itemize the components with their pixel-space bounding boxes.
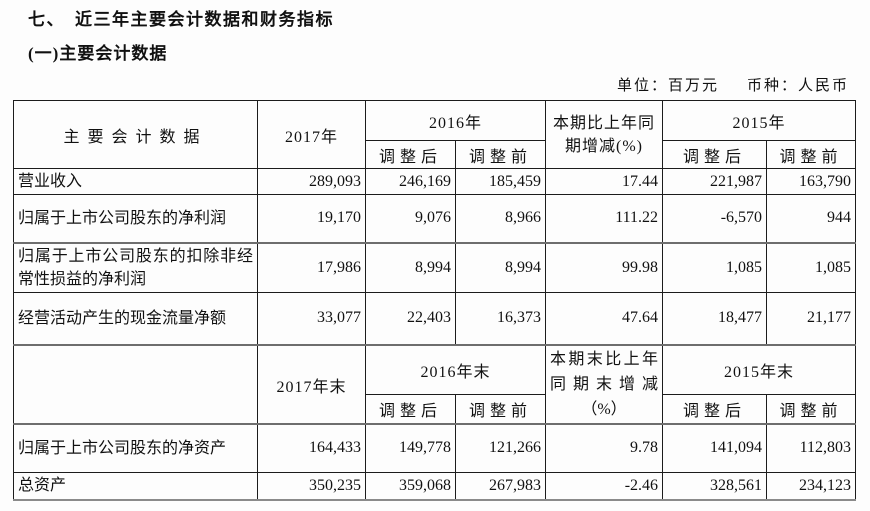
header-2016-end: 2016年末 (364, 344, 547, 395)
header2-empty-cell (13, 344, 258, 425)
cell-value: 16,373 (454, 291, 547, 346)
table-subheader-row-end: 调整后 调整前 调整后 调整前 (14, 393, 857, 425)
section-title: 七、 近三年主要会计数据和财务指标 (28, 10, 334, 29)
table-row: 总资产 350,235 359,068 267,983 -2.46 328,56… (13, 471, 857, 501)
table-row: 归属于上市公司股东的净利润 19,170 9,076 8,966 111.22 … (13, 194, 857, 243)
unit-label: 单位：百万元 (616, 78, 719, 94)
cell-value: 17,986 (257, 241, 366, 293)
currency-label: 币种：人民币 (746, 78, 849, 94)
cell-value: 19,170 (257, 194, 366, 243)
cell-value: 163,790 (766, 168, 857, 195)
subheader-2015-before: 调整前 (766, 140, 857, 169)
cell-value: 289,093 (257, 168, 366, 195)
header-2015-end: 2015年末 (662, 344, 857, 395)
row-label: 经营活动产生的现金流量净额 (13, 291, 258, 346)
cell-value: 111.22 (545, 194, 664, 243)
subheader-2016-after: 调整后 (365, 140, 456, 169)
header-main-label: 主要会计数据 (13, 100, 258, 169)
cell-value: 33,077 (257, 291, 366, 346)
cell-value: 99.98 (545, 241, 664, 293)
cell-value: 47.64 (545, 291, 664, 346)
subheader-2015-after: 调整后 (662, 140, 768, 169)
row-label: 归属于上市公司股东的净利润 (13, 194, 258, 243)
cell-value: 185,459 (454, 168, 547, 195)
cell-value: 18,477 (662, 291, 768, 346)
table-row: 归属于上市公司股东的扣除非经常性损益的净利润 17,986 8,994 8,99… (13, 241, 857, 293)
row-label: 总资产 (13, 471, 258, 501)
cell-value: 350,235 (257, 471, 366, 501)
cell-value: -6,570 (662, 194, 768, 243)
header-2017-end: 2017年末 (257, 344, 366, 425)
header-2015: 2015年 (662, 100, 857, 141)
table-header-row: 主要会计数据 2017年 2016年 本期比上年同期增减(%) 2015年 (13, 100, 857, 169)
cell-value: 22,403 (365, 291, 456, 346)
cell-value: 21,177 (766, 291, 857, 346)
cell-value: 234,123 (766, 471, 857, 501)
row-label: 归属于上市公司股东的净资产 (13, 423, 258, 473)
header-2017: 2017年 (257, 100, 366, 169)
cell-value: 9.78 (545, 423, 664, 473)
subheader-2016end-before: 调整前 (454, 393, 547, 425)
table-row: 归属于上市公司股东的净资产 164,433 149,778 121,266 9.… (13, 423, 857, 473)
subsection-title: (一)主要会计数据 (28, 44, 168, 63)
cell-value: 8,994 (365, 241, 456, 293)
header-2016: 2016年 (364, 100, 547, 141)
cell-value: -2.46 (545, 471, 664, 501)
row-label: 归属于上市公司股东的扣除非经常性损益的净利润 (13, 241, 258, 293)
cell-value: 164,433 (257, 423, 366, 473)
table-header-row-end: 2017年末 2016年末 本期末比上年同期末增减（%） 2015年末 (13, 344, 857, 425)
cell-value: 17.44 (545, 168, 664, 195)
cell-value: 359,068 (365, 471, 456, 501)
row-label: 营业收入 (13, 168, 258, 195)
header-change-period: 本期比上年同期增减(%) (545, 100, 664, 169)
cell-value: 1,085 (766, 241, 857, 293)
cell-value: 246,169 (365, 168, 456, 195)
cell-value: 8,966 (454, 194, 547, 243)
cell-value: 112,803 (766, 423, 857, 473)
subheader-2016end-after: 调整后 (365, 393, 456, 425)
cell-value: 121,266 (454, 423, 547, 473)
subheader-2016-before: 调整前 (454, 140, 547, 169)
subheader-2015end-after: 调整后 (662, 393, 768, 425)
accounting-data-table: 主要会计数据 2017年 2016年 本期比上年同期增减(%) 2015年 调整… (13, 100, 857, 501)
table-row: 营业收入 289,093 246,169 185,459 17.44 221,9… (13, 168, 857, 195)
cell-value: 267,983 (454, 471, 547, 501)
cell-value: 328,561 (662, 471, 768, 501)
cell-value: 1,085 (662, 241, 768, 293)
cell-value: 9,076 (365, 194, 456, 243)
subheader-2015end-before: 调整前 (766, 393, 857, 425)
table-subheader-row: 调整后 调整前 调整后 调整前 (14, 140, 857, 169)
cell-value: 141,094 (662, 423, 768, 473)
cell-value: 149,778 (365, 423, 456, 473)
table-row: 经营活动产生的现金流量净额 33,077 22,403 16,373 47.64… (13, 291, 857, 346)
header-change-end: 本期末比上年同期末增减（%） (545, 344, 664, 425)
cell-value: 944 (766, 194, 857, 243)
cell-value: 8,994 (454, 241, 547, 293)
unit-currency-note: 单位：百万元 币种：人民币 (13, 74, 855, 95)
cell-value: 221,987 (662, 168, 768, 195)
